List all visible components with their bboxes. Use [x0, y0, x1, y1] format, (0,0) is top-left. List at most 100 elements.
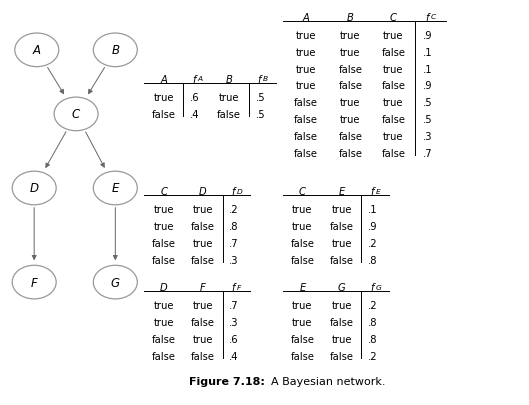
Text: false: false — [290, 255, 314, 265]
Text: .8: .8 — [229, 222, 239, 231]
Text: true: true — [292, 301, 313, 311]
Text: false: false — [294, 115, 318, 125]
Text: .1: .1 — [423, 64, 433, 75]
Text: false: false — [330, 351, 354, 361]
Text: false: false — [152, 110, 176, 119]
Text: .5: .5 — [256, 93, 265, 103]
Text: .2: .2 — [368, 301, 378, 311]
Text: false: false — [381, 48, 405, 58]
Text: B: B — [111, 44, 120, 57]
Text: false: false — [152, 238, 176, 248]
Text: C: C — [299, 187, 306, 196]
Text: false: false — [191, 255, 215, 265]
Text: true: true — [193, 238, 213, 248]
Text: G: G — [376, 284, 381, 290]
Text: .6: .6 — [190, 93, 199, 103]
Text: false: false — [152, 351, 176, 361]
Text: C: C — [390, 13, 397, 23]
Text: A: A — [303, 13, 309, 23]
Text: true: true — [296, 48, 316, 58]
Text: .4: .4 — [229, 351, 239, 361]
Text: true: true — [153, 301, 174, 311]
Text: .9: .9 — [423, 31, 433, 41]
Text: .1: .1 — [368, 205, 378, 215]
Text: D: D — [30, 182, 39, 195]
Text: false: false — [339, 64, 362, 75]
Text: .7: .7 — [229, 301, 239, 311]
Text: f: f — [257, 75, 261, 85]
Text: false: false — [330, 317, 354, 327]
Text: .7: .7 — [229, 238, 239, 248]
Text: true: true — [332, 238, 352, 248]
Text: D: D — [237, 188, 242, 194]
Circle shape — [93, 34, 138, 68]
Text: true: true — [193, 205, 213, 215]
Text: f: f — [231, 187, 235, 196]
Text: true: true — [296, 64, 316, 75]
Text: false: false — [339, 148, 362, 158]
Text: true: true — [383, 31, 404, 41]
Text: .8: .8 — [368, 317, 378, 327]
Text: true: true — [153, 93, 174, 103]
Text: .2: .2 — [229, 205, 239, 215]
Text: .3: .3 — [229, 317, 239, 327]
Text: .9: .9 — [423, 81, 433, 91]
Text: false: false — [191, 351, 215, 361]
Text: .2: .2 — [368, 351, 378, 361]
Text: true: true — [292, 317, 313, 327]
Text: B: B — [263, 76, 268, 82]
Text: false: false — [381, 81, 405, 91]
Text: .3: .3 — [423, 132, 433, 141]
Text: f: f — [192, 75, 195, 85]
Text: G: G — [111, 276, 120, 289]
Text: D: D — [199, 187, 207, 196]
Text: false: false — [290, 334, 314, 344]
Circle shape — [93, 266, 138, 299]
Circle shape — [93, 172, 138, 205]
Text: true: true — [340, 115, 361, 125]
Text: A: A — [33, 44, 41, 57]
Text: F: F — [200, 282, 206, 292]
Text: F: F — [237, 284, 241, 290]
Text: A: A — [197, 76, 203, 82]
Text: true: true — [193, 334, 213, 344]
Text: f: f — [370, 187, 373, 196]
Text: .2: .2 — [368, 238, 378, 248]
Text: false: false — [339, 81, 362, 91]
Text: true: true — [340, 98, 361, 108]
Text: .1: .1 — [423, 48, 433, 58]
Circle shape — [12, 172, 56, 205]
Text: true: true — [332, 205, 352, 215]
Circle shape — [15, 34, 59, 68]
Text: .5: .5 — [423, 98, 433, 108]
Text: false: false — [191, 317, 215, 327]
Text: f: f — [370, 282, 373, 292]
Text: G: G — [338, 282, 345, 292]
Text: true: true — [332, 301, 352, 311]
Text: C: C — [72, 108, 80, 121]
Text: false: false — [339, 132, 362, 141]
Text: true: true — [292, 205, 313, 215]
Text: E: E — [299, 282, 306, 292]
Text: .4: .4 — [190, 110, 199, 119]
Text: true: true — [296, 81, 316, 91]
Text: F: F — [31, 276, 38, 289]
Text: true: true — [153, 317, 174, 327]
Text: false: false — [152, 334, 176, 344]
Text: true: true — [296, 31, 316, 41]
Text: false: false — [290, 351, 314, 361]
Text: true: true — [383, 132, 404, 141]
Text: true: true — [153, 222, 174, 231]
Text: C: C — [160, 187, 167, 196]
Text: true: true — [332, 334, 352, 344]
Text: .9: .9 — [368, 222, 378, 231]
Circle shape — [12, 266, 56, 299]
Text: A Bayesian network.: A Bayesian network. — [264, 376, 386, 386]
Text: .5: .5 — [256, 110, 265, 119]
Text: false: false — [191, 222, 215, 231]
Text: .7: .7 — [423, 148, 433, 158]
Text: .6: .6 — [229, 334, 239, 344]
Text: f: f — [425, 13, 429, 23]
Text: B: B — [226, 75, 233, 85]
Text: false: false — [381, 115, 405, 125]
